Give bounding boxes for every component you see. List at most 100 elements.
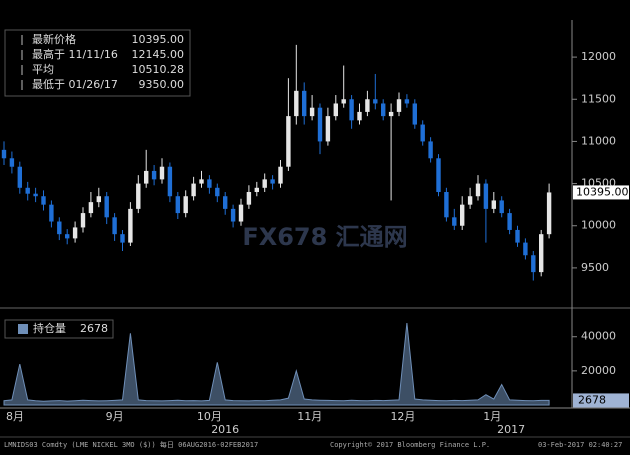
candle-body xyxy=(65,234,70,239)
legend-value: 10510.28 xyxy=(132,63,185,76)
legend-swatch xyxy=(18,324,28,334)
candle-body xyxy=(112,217,117,235)
candle-body xyxy=(104,196,109,218)
y-tick-label: 11500 xyxy=(581,92,616,105)
candle-body xyxy=(357,111,362,121)
candle-body xyxy=(388,111,394,117)
candle-body xyxy=(309,107,315,117)
candle-body xyxy=(499,200,504,214)
watermark: FX678 汇通网 xyxy=(242,223,407,251)
legend-value: 10395.00 xyxy=(132,33,185,46)
candle-body xyxy=(199,179,204,184)
candle-body xyxy=(207,179,212,188)
x-tick-label: 10月 xyxy=(197,410,222,423)
candle-body xyxy=(72,227,78,239)
year-label: 2017 xyxy=(497,423,525,436)
candle-body xyxy=(167,166,173,197)
candle-body xyxy=(223,196,228,209)
last-price-tag xyxy=(573,185,629,200)
y-tick-label: 9500 xyxy=(581,261,609,274)
legend-box xyxy=(4,29,191,97)
legend-value: 9350.00 xyxy=(139,78,185,91)
candle-body xyxy=(420,124,425,142)
candle-body xyxy=(373,99,378,104)
candle-body xyxy=(404,99,410,104)
x-tick-label: 11月 xyxy=(297,410,322,423)
x-tick-label: 9月 xyxy=(106,410,124,423)
candle-body xyxy=(25,187,30,194)
candle-body xyxy=(467,196,473,205)
candle-body xyxy=(286,116,291,167)
candle-body xyxy=(33,193,38,197)
candle-body xyxy=(17,166,22,188)
candle-body xyxy=(365,99,370,112)
candle-body xyxy=(80,213,86,228)
candle-body xyxy=(491,200,496,209)
candle-body xyxy=(88,202,94,214)
candle-body xyxy=(523,242,528,256)
candle-body xyxy=(539,234,544,273)
candle-body xyxy=(531,255,536,273)
candle-body xyxy=(49,204,54,222)
candle-body xyxy=(120,234,125,243)
candle-body xyxy=(436,158,441,193)
legend-label: 持仓量 xyxy=(33,321,66,335)
footer-left: LMNIDS03 Comdty (LME NICKEL 3MO ($)) 每日 … xyxy=(4,440,258,449)
candle-body xyxy=(136,183,141,209)
candle-body xyxy=(262,179,267,188)
candle-body xyxy=(546,192,552,235)
candle-body xyxy=(144,170,149,184)
candle-body xyxy=(444,192,449,218)
legend-label: 最低于 01/26/17 xyxy=(32,78,118,91)
candle-body xyxy=(412,103,417,125)
candle-body xyxy=(230,208,236,222)
last-price-label: 10395.00 xyxy=(576,185,629,198)
candle-body xyxy=(302,90,307,117)
candle-body xyxy=(215,187,220,197)
candle-body xyxy=(325,116,331,142)
candle-body xyxy=(128,208,133,243)
candle-body xyxy=(396,99,402,112)
candle-body xyxy=(238,204,244,222)
x-tick-label: 1月 xyxy=(483,410,501,423)
candle-body xyxy=(96,196,101,203)
candle-body xyxy=(278,166,283,184)
last-value-label: 2678 xyxy=(578,393,606,406)
legend-box xyxy=(4,319,114,339)
candle-body xyxy=(460,204,465,226)
candle-body xyxy=(254,187,259,193)
candle-body xyxy=(270,179,275,184)
candle-body xyxy=(428,141,433,159)
last-value-tag xyxy=(573,393,629,408)
candle-body xyxy=(246,192,252,205)
legend-value: 2678 xyxy=(80,322,108,335)
candle-body xyxy=(175,196,180,214)
y-tick-label: 20000 xyxy=(581,364,616,377)
candle-body xyxy=(151,170,157,180)
year-label: 2016 xyxy=(211,423,239,436)
legend-value: 12145.00 xyxy=(132,48,185,61)
candle-body xyxy=(515,229,520,243)
candle-body xyxy=(349,99,354,121)
candle-body xyxy=(507,213,512,230)
candle-body xyxy=(9,158,15,167)
footer-right: 03-Feb-2017 02:40:27 xyxy=(538,441,622,449)
candle-body xyxy=(1,149,7,159)
x-tick-label: 8月 xyxy=(6,410,24,423)
candle-body xyxy=(294,90,299,117)
candle-body xyxy=(333,103,338,117)
footer-center: Copyright© 2017 Bloomberg Finance L.P. xyxy=(330,441,490,449)
candle-body xyxy=(381,103,386,117)
candle-body xyxy=(41,196,46,205)
candle-body xyxy=(159,166,165,180)
candle-body xyxy=(183,196,188,214)
candle-body xyxy=(57,221,62,235)
area xyxy=(3,323,550,406)
y-tick-label: 40000 xyxy=(581,330,616,343)
candle-body xyxy=(191,183,196,197)
legend-label: 最高于 11/11/16 xyxy=(32,47,118,61)
y-tick-label: 12000 xyxy=(581,50,616,63)
legend-label: 平均 xyxy=(32,63,54,76)
candle-body xyxy=(341,99,346,104)
